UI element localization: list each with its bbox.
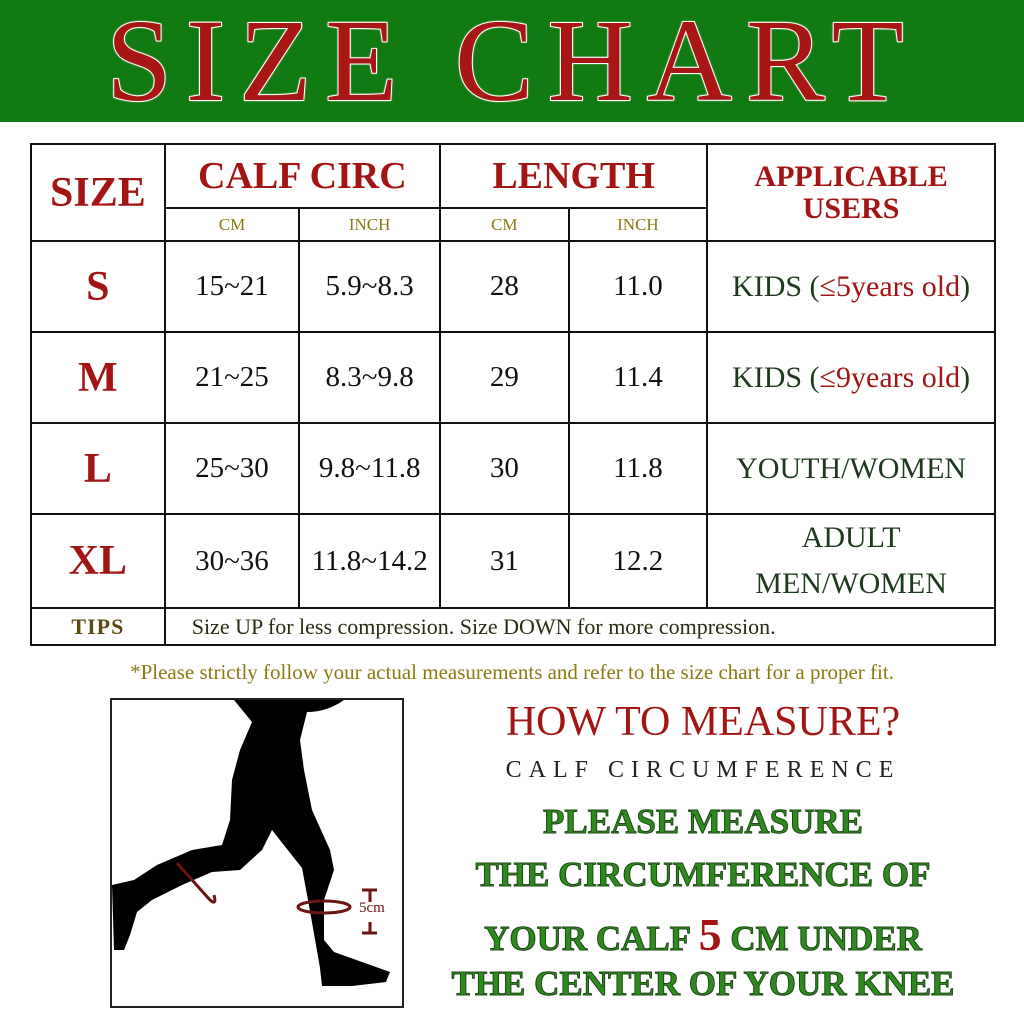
length-cm-cell: 29 xyxy=(439,331,570,424)
users-cell: ADULT MEN/WOMEN xyxy=(706,513,996,609)
calf-cm-cell: 25~30 xyxy=(163,422,301,515)
tips-text: Size UP for less compression. Size DOWN … xyxy=(163,607,997,646)
calf-inch-cell: 5.9~8.3 xyxy=(298,240,442,333)
fit-note: *Please strictly follow your actual meas… xyxy=(130,660,894,684)
applicable-users-header: APPLICABLE USERS xyxy=(706,143,996,242)
table-row-s: S 15~21 5.9~8.3 28 11.0 KIDS (≤5years ol… xyxy=(30,240,996,333)
instruction-line-3: YOUR CALF 5 CM UNDER xyxy=(430,908,976,961)
title-banner: SIZE CHART xyxy=(0,0,1024,122)
calf-inch-header: INCH xyxy=(298,207,442,242)
calf-inch-cell: 8.3~9.8 xyxy=(298,331,442,424)
users-line-2: MEN/WOMEN xyxy=(755,567,947,600)
calf-inch-cell: 9.8~11.8 xyxy=(298,422,442,515)
calf-cm-cell: 15~21 xyxy=(163,240,301,333)
table-row-xl: XL 30~36 11.8~14.2 31 12.2 ADULT MEN/WOME… xyxy=(30,513,996,609)
length-inch-cell: 11.8 xyxy=(567,422,709,515)
calf-circ-header: CALF CIRC xyxy=(163,143,442,209)
calf-circumference-subheading: CALF CIRCUMFERENCE xyxy=(505,757,901,783)
running-legs-diagram: 5cm xyxy=(110,698,404,1008)
five-cm-label: 5cm xyxy=(359,900,385,916)
length-inch-cell: 11.0 xyxy=(567,240,709,333)
five-highlight: 5 xyxy=(698,909,722,960)
length-cm-cell: 31 xyxy=(439,513,570,609)
users-age: ≤5years old xyxy=(819,269,961,303)
users-cell: YOUTH/WOMEN xyxy=(706,422,996,515)
size-cell: M xyxy=(30,331,166,424)
users-text: KIDS ( xyxy=(732,269,820,303)
size-cell: L xyxy=(30,422,166,515)
calf-cm-header: CM xyxy=(163,207,301,242)
table-row-m: M 21~25 8.3~9.8 29 11.4 KIDS (≤9years ol… xyxy=(30,331,996,424)
runner-silhouette-icon xyxy=(112,700,390,986)
line3-end: CM UNDER xyxy=(721,919,923,959)
size-cell: XL xyxy=(30,513,166,609)
instruction-line-1: PLEASE MEASURE xyxy=(543,802,864,842)
length-cm-cell: 30 xyxy=(439,422,570,515)
length-cm-header: CM xyxy=(439,207,570,242)
size-table: SIZE CALF CIRC LENGTH APPLICABLE USERS C… xyxy=(30,143,997,646)
length-inch-cell: 12.2 xyxy=(567,513,709,609)
length-inch-cell: 11.4 xyxy=(567,331,709,424)
length-header: LENGTH xyxy=(439,143,709,209)
table-row-l: L 25~30 9.8~11.8 30 11.8 YOUTH/WOMEN xyxy=(30,422,996,515)
paren: ) xyxy=(960,269,971,303)
size-header: SIZE xyxy=(30,143,166,242)
tips-row: TIPS Size UP for less compression. Size … xyxy=(30,607,997,646)
length-inch-header: INCH xyxy=(567,207,709,242)
length-cm-cell: 28 xyxy=(439,240,570,333)
how-to-measure-heading: HOW TO MEASURE? xyxy=(505,699,901,745)
calf-cm-cell: 21~25 xyxy=(163,331,301,424)
paren: ) xyxy=(960,360,971,394)
calf-inch-cell: 11.8~14.2 xyxy=(298,513,442,609)
line3-start: YOUR CALF xyxy=(484,919,699,959)
instruction-line-4: THE CENTER OF YOUR KNEE xyxy=(451,964,955,1004)
users-cell: KIDS (≤5years old) xyxy=(706,240,996,333)
users-cell: KIDS (≤9years old) xyxy=(706,331,996,424)
tips-label: TIPS xyxy=(30,607,166,646)
page-title: SIZE CHART xyxy=(105,0,918,126)
users-text: KIDS ( xyxy=(732,360,820,394)
instruction-line-2: THE CIRCUMFERENCE OF xyxy=(475,855,931,895)
users-age: ≤9years old xyxy=(819,360,961,394)
size-cell: S xyxy=(30,240,166,333)
users-line-1: ADULT xyxy=(801,521,901,554)
calf-cm-cell: 30~36 xyxy=(163,513,301,609)
